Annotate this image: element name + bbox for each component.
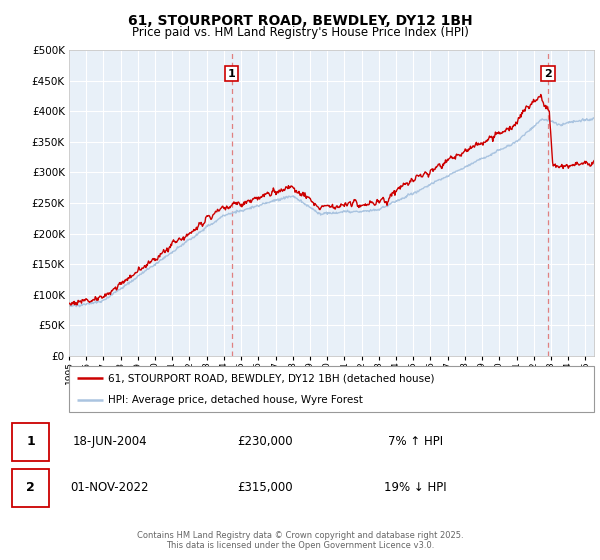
- Text: 61, STOURPORT ROAD, BEWDLEY, DY12 1BH: 61, STOURPORT ROAD, BEWDLEY, DY12 1BH: [128, 14, 472, 28]
- Text: HPI: Average price, detached house, Wyre Forest: HPI: Average price, detached house, Wyre…: [109, 395, 363, 405]
- Text: £315,000: £315,000: [238, 481, 293, 494]
- Text: Price paid vs. HM Land Registry's House Price Index (HPI): Price paid vs. HM Land Registry's House …: [131, 26, 469, 39]
- Text: 2: 2: [26, 481, 35, 494]
- Text: 7% ↑ HPI: 7% ↑ HPI: [388, 435, 443, 448]
- Text: 19% ↓ HPI: 19% ↓ HPI: [384, 481, 446, 494]
- Text: 2: 2: [544, 68, 552, 78]
- Text: 1: 1: [26, 435, 35, 448]
- FancyBboxPatch shape: [12, 423, 49, 461]
- Text: 1: 1: [228, 68, 236, 78]
- Text: 18-JUN-2004: 18-JUN-2004: [73, 435, 147, 448]
- Text: 01-NOV-2022: 01-NOV-2022: [71, 481, 149, 494]
- FancyBboxPatch shape: [12, 469, 49, 507]
- Text: £230,000: £230,000: [238, 435, 293, 448]
- FancyBboxPatch shape: [69, 366, 594, 412]
- Text: 61, STOURPORT ROAD, BEWDLEY, DY12 1BH (detached house): 61, STOURPORT ROAD, BEWDLEY, DY12 1BH (d…: [109, 373, 435, 383]
- Text: Contains HM Land Registry data © Crown copyright and database right 2025.
This d: Contains HM Land Registry data © Crown c…: [137, 530, 463, 550]
